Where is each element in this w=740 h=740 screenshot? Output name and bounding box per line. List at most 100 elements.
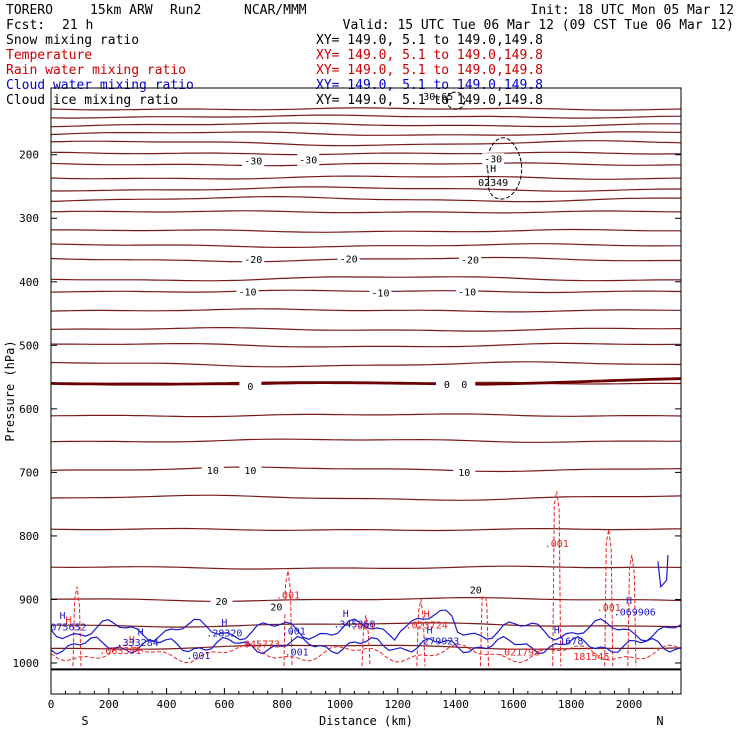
cloud-water-label: .345368 <box>333 620 375 631</box>
isotherm-label: 0 <box>247 382 253 393</box>
ice-contour <box>486 137 523 200</box>
rain-label: H <box>424 610 430 621</box>
legend-name-snow: Snow mixing ratio <box>6 33 139 48</box>
cloud-water-contour <box>657 554 669 589</box>
isotherm-line <box>51 644 681 650</box>
isotherm-line <box>51 438 681 443</box>
isotherm-label-bg <box>453 378 476 391</box>
isotherm-line <box>51 122 681 128</box>
cloud-water-label: .001 <box>282 627 306 638</box>
isotherm-label-bg <box>210 595 233 608</box>
isotherm-label: -10 <box>458 287 476 298</box>
isotherm-label: -10 <box>371 289 389 300</box>
isotherm-line <box>51 308 681 313</box>
isotherm-label: -20 <box>461 256 479 267</box>
isotherm-label: -20 <box>244 255 262 266</box>
cloud-water-label: .075652 <box>44 622 86 633</box>
isotherm-line <box>51 228 681 233</box>
rain-contour-low <box>51 643 681 664</box>
rain-contour <box>627 554 637 667</box>
legend-range-snow: XY= 149.0, 5.1 to 149.0,149.8 <box>316 33 543 48</box>
isotherm-label-bg <box>236 285 259 298</box>
y-tick-label: 500 <box>19 339 39 352</box>
cloud-water-label: .1678 <box>553 636 583 647</box>
header-model: TORERO <box>6 3 53 18</box>
isotherm-label-bg <box>435 378 458 391</box>
y-tick-label: 900 <box>19 593 39 606</box>
legend-range-cloud-ice: XY= 149.0, 5.1 to 149.0,149.8 <box>316 93 543 108</box>
x-endpoint-right: N <box>656 714 663 728</box>
header-grid: 15km ARW <box>90 3 153 18</box>
isotherm-label-bg <box>297 153 320 166</box>
y-tick-label: 700 <box>19 466 39 479</box>
plot-contents: -30 -30 -30-20 -20 -20-10 -10 -100 0 010 10 102020… <box>44 91 681 671</box>
cloud-water-label: H <box>343 609 349 620</box>
zero-isotherm-line <box>51 377 681 386</box>
isotherm-label: 10 <box>458 468 470 479</box>
x-tick-label: 1800 <box>558 698 585 711</box>
isotherm-line <box>51 175 681 180</box>
header-valid: Valid: 15 UTC Tue 06 Mar 12 (09 CST Tue … <box>343 18 734 33</box>
x-tick-label: 400 <box>157 698 177 711</box>
cloud-water-label: H <box>554 625 560 636</box>
y-tick-label: 300 <box>19 212 39 225</box>
header-fcst-label: Fcst: <box>6 18 45 33</box>
rain-label: H <box>129 635 135 646</box>
isotherm-line <box>51 256 681 263</box>
isotherm-label: -30 <box>484 155 502 166</box>
isotherm-label-bg <box>201 464 224 477</box>
rain-label: .021795 <box>498 648 540 659</box>
rain-contour <box>604 529 614 667</box>
rain-label: .045773 <box>238 639 280 650</box>
cloud-water-label: .333284 <box>117 638 159 649</box>
isotherm-label-bg <box>242 253 265 266</box>
isotherm-line <box>51 196 681 203</box>
cloud-water-label: .001 <box>186 651 210 662</box>
isotherm-line <box>51 527 681 532</box>
isotherm-label-bg <box>337 252 360 265</box>
cloud-water-label: .069906 <box>614 608 656 619</box>
chart-header: TORERO 15km ARW Run2 NCAR/MMM Init: 18 U… <box>6 3 734 33</box>
isotherm-line <box>51 151 681 156</box>
isotherm-label-bg <box>239 380 262 393</box>
isotherm-label-bg <box>459 254 482 267</box>
isotherm-label-bg <box>242 155 265 168</box>
cloud-water-contour <box>51 609 681 642</box>
rain-label: H <box>65 615 71 626</box>
cloud-water-label: H <box>626 596 632 607</box>
rain-label: .001 <box>351 622 375 633</box>
isotherm-label: 10 <box>207 466 219 477</box>
plot-area: -30 -30 -30-20 -20 -20-10 -10 -100 0 010 10 102020… <box>44 91 681 671</box>
y-tick-label: 600 <box>19 403 39 416</box>
y-tick-label: 400 <box>19 276 39 289</box>
isotherm-line <box>51 107 681 111</box>
isotherm-line <box>51 243 681 248</box>
isotherm-label-bg <box>453 466 476 479</box>
rain-label: .001 <box>545 539 569 550</box>
isotherm-label-bg <box>464 583 487 596</box>
ice-label: H <box>490 164 496 175</box>
isotherm-line <box>51 162 681 167</box>
isotherm-line <box>51 622 681 628</box>
cloud-water-label: H <box>138 627 144 638</box>
cloud-water-label: H <box>60 611 66 622</box>
header-run: Run2 <box>170 3 201 18</box>
rain-label: .001 <box>276 591 300 602</box>
isotherm-line <box>51 342 681 348</box>
legend-range-temperature: XY= 149.0, 5.1 to 149.0,149.8 <box>316 48 543 63</box>
isotherm-label-bg <box>369 287 392 300</box>
isotherm-line <box>51 413 681 418</box>
legend-name-cloud-water: Cloud water mixing ratio <box>6 78 194 93</box>
rain-contour <box>361 615 371 667</box>
isotherm-label: 20 <box>470 585 482 596</box>
x-tick-label: 1200 <box>385 698 412 711</box>
isotherm-line <box>51 289 681 294</box>
x-endpoint-left: S <box>81 714 88 728</box>
legend-name-rain: Rain water mixing ratio <box>6 63 186 78</box>
cloud-water-label: H <box>427 625 433 636</box>
isotherm-line <box>51 494 681 501</box>
isotherm-label: -30 <box>299 155 317 166</box>
y-axis-label: Pressure (hPa) <box>3 340 17 441</box>
legend-range-cloud-water: XY= 149.0, 5.1 to 149.0,149.8 <box>316 78 543 93</box>
